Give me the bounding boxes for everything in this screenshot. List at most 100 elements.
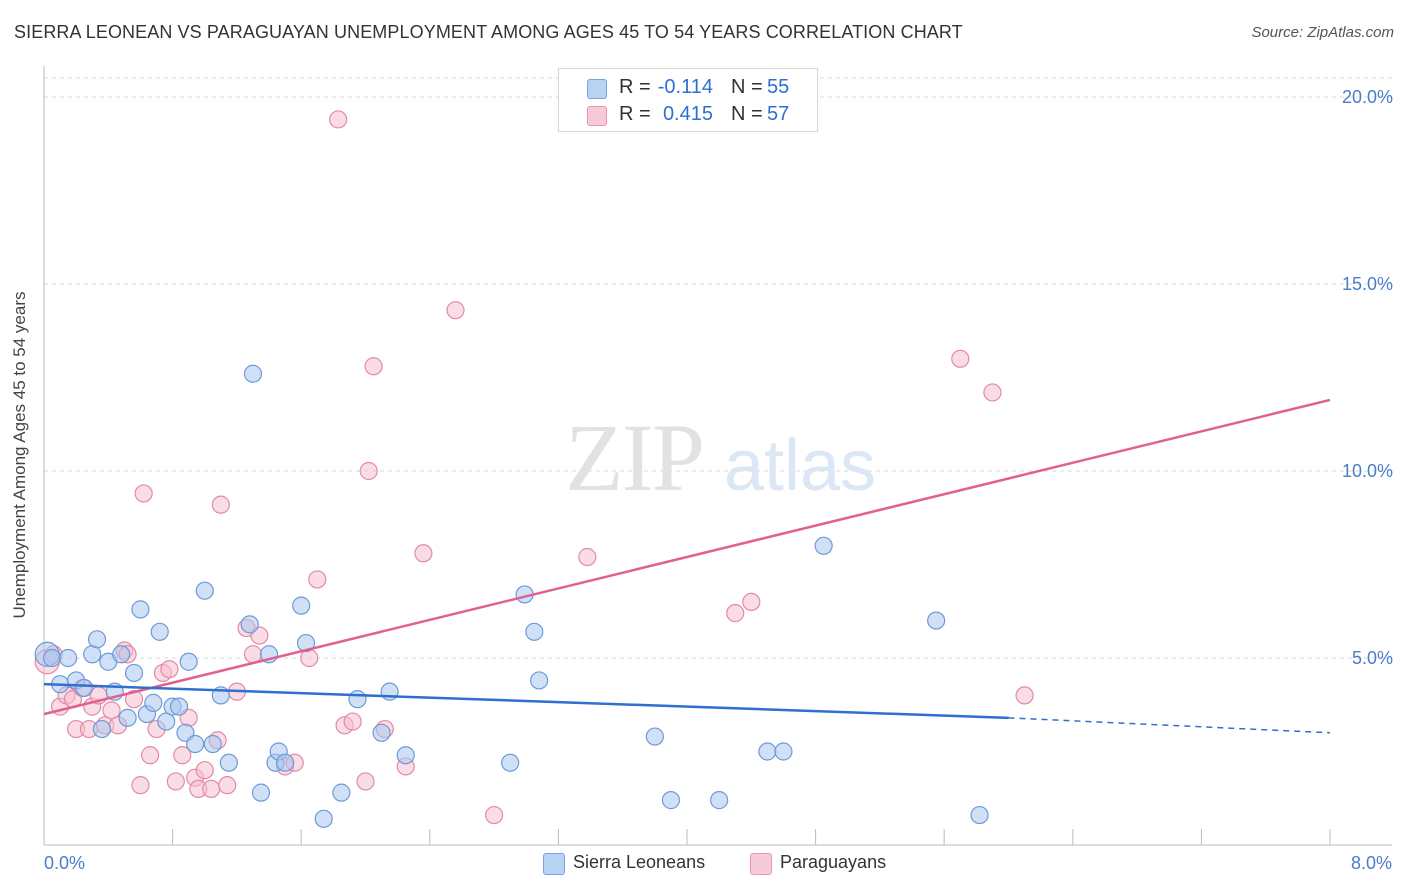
data-point bbox=[150, 622, 169, 641]
y-tick-label: 10.0% bbox=[1342, 461, 1393, 481]
data-point bbox=[218, 776, 237, 795]
data-point bbox=[348, 690, 367, 709]
data-point bbox=[243, 645, 263, 664]
data-point bbox=[661, 791, 681, 810]
data-point bbox=[276, 753, 295, 772]
data-point bbox=[359, 461, 378, 481]
paraguayans-points bbox=[34, 110, 1034, 825]
data-point bbox=[814, 536, 833, 555]
data-point bbox=[166, 772, 185, 791]
chart-title: SIERRA LEONEAN VS PARAGUAYAN UNEMPLOYMEN… bbox=[14, 22, 963, 42]
legend-r-label: R = bbox=[619, 103, 651, 125]
data-point bbox=[292, 596, 311, 615]
data-point bbox=[140, 746, 160, 765]
data-point bbox=[251, 783, 271, 802]
legend-r-label: R = bbox=[619, 76, 651, 98]
data-point bbox=[446, 301, 465, 320]
y-tick-label: 5.0% bbox=[1352, 648, 1393, 668]
data-point bbox=[927, 611, 946, 630]
sierra-leoneans-trend-extension bbox=[1008, 717, 1331, 734]
data-point bbox=[951, 349, 970, 368]
data-point bbox=[343, 712, 362, 731]
data-point bbox=[195, 761, 214, 780]
data-point bbox=[758, 742, 777, 761]
data-point bbox=[203, 734, 222, 754]
sierra-leoneans-trend-line bbox=[43, 682, 1009, 720]
data-point bbox=[144, 693, 163, 712]
data-point bbox=[134, 484, 153, 503]
data-point bbox=[296, 633, 316, 653]
data-point bbox=[710, 791, 729, 810]
y-tick-labels: 5.0% 10.0% 15.0% 20.0% bbox=[1342, 87, 1393, 668]
data-point bbox=[414, 544, 433, 563]
watermark-atlas: atlas bbox=[724, 426, 876, 506]
x-tick-label-max: 8.0% bbox=[1351, 853, 1392, 873]
legend-n-label: N = bbox=[731, 103, 763, 125]
data-point bbox=[186, 734, 205, 754]
data-point bbox=[314, 809, 333, 828]
data-point bbox=[102, 701, 121, 720]
data-point bbox=[131, 776, 150, 795]
data-point bbox=[525, 622, 544, 641]
data-point bbox=[240, 615, 259, 634]
data-point bbox=[742, 592, 761, 612]
data-point bbox=[179, 652, 198, 671]
legend-swatch-pink bbox=[587, 106, 607, 126]
data-point bbox=[983, 383, 1002, 402]
data-point bbox=[1015, 686, 1034, 705]
legend-n-label: N = bbox=[731, 76, 763, 98]
data-point bbox=[501, 753, 520, 772]
data-point bbox=[356, 772, 375, 791]
bottom-legend-swatch-blue bbox=[543, 853, 565, 875]
data-point bbox=[372, 723, 391, 742]
data-point bbox=[92, 719, 111, 739]
data-point bbox=[211, 495, 230, 514]
legend-n-value: 57 bbox=[767, 103, 790, 125]
correlation-legend: R = -0.114 N = 55 R = 0.415 N = 57 bbox=[558, 68, 818, 132]
data-point bbox=[243, 364, 263, 383]
bottom-legend-label: Sierra Leoneans bbox=[573, 852, 706, 872]
data-point bbox=[124, 690, 144, 709]
paraguayans-trend-line bbox=[43, 398, 1331, 716]
chart-source: Source: ZipAtlas.com bbox=[1251, 24, 1394, 41]
watermark-zip: ZIP bbox=[565, 404, 703, 511]
data-point bbox=[131, 600, 150, 619]
data-point bbox=[75, 678, 94, 698]
data-point bbox=[332, 783, 351, 802]
data-point bbox=[195, 581, 214, 600]
data-point bbox=[396, 746, 415, 765]
trend-lines bbox=[43, 398, 1331, 734]
y-tick-label: 15.0% bbox=[1342, 274, 1393, 294]
data-point bbox=[160, 660, 179, 679]
data-point bbox=[970, 805, 989, 825]
data-point bbox=[300, 648, 319, 668]
legend-row-paraguayans: R = 0.415 N = 57 bbox=[559, 102, 817, 128]
data-point bbox=[87, 630, 107, 649]
legend-swatch-blue bbox=[587, 79, 607, 99]
legend-row-sierra-leoneans: R = -0.114 N = 55 bbox=[559, 75, 817, 101]
data-point bbox=[157, 712, 176, 731]
bottom-legend-swatch-pink bbox=[750, 853, 772, 875]
legend-r-value: -0.114 bbox=[657, 76, 713, 98]
legend-n-value: 55 bbox=[767, 76, 790, 98]
data-point bbox=[112, 645, 131, 664]
data-point bbox=[169, 697, 189, 716]
data-point bbox=[118, 708, 137, 727]
legend-r-value: 0.415 bbox=[662, 103, 713, 125]
data-point bbox=[645, 727, 664, 746]
x-tick-label-min: 0.0% bbox=[44, 853, 85, 873]
data-point bbox=[364, 357, 383, 376]
axes bbox=[43, 66, 1392, 846]
y-tick-label: 20.0% bbox=[1342, 87, 1393, 107]
data-point bbox=[485, 805, 504, 825]
data-point bbox=[202, 779, 221, 799]
data-point bbox=[173, 746, 192, 765]
data-point bbox=[219, 753, 238, 772]
data-point bbox=[124, 663, 144, 683]
data-point bbox=[530, 671, 549, 690]
data-point bbox=[59, 648, 78, 668]
watermark: ZIP atlas bbox=[565, 404, 876, 511]
data-point bbox=[774, 742, 793, 761]
sierra-leoneans-points bbox=[34, 364, 989, 828]
